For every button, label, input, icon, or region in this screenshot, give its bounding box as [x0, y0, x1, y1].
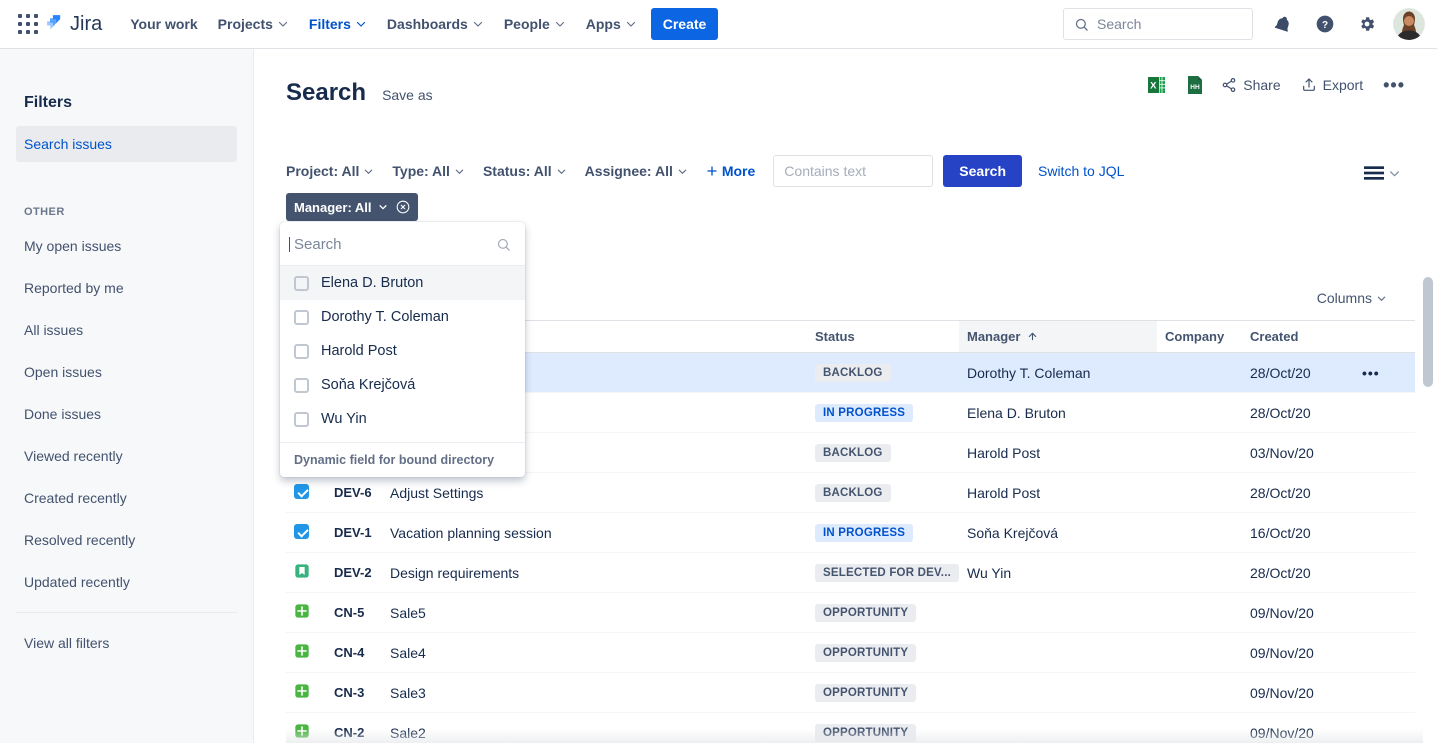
svg-text:X: X	[1150, 80, 1157, 91]
svg-text:?: ?	[1322, 20, 1328, 31]
svg-text:HH: HH	[1191, 84, 1201, 91]
